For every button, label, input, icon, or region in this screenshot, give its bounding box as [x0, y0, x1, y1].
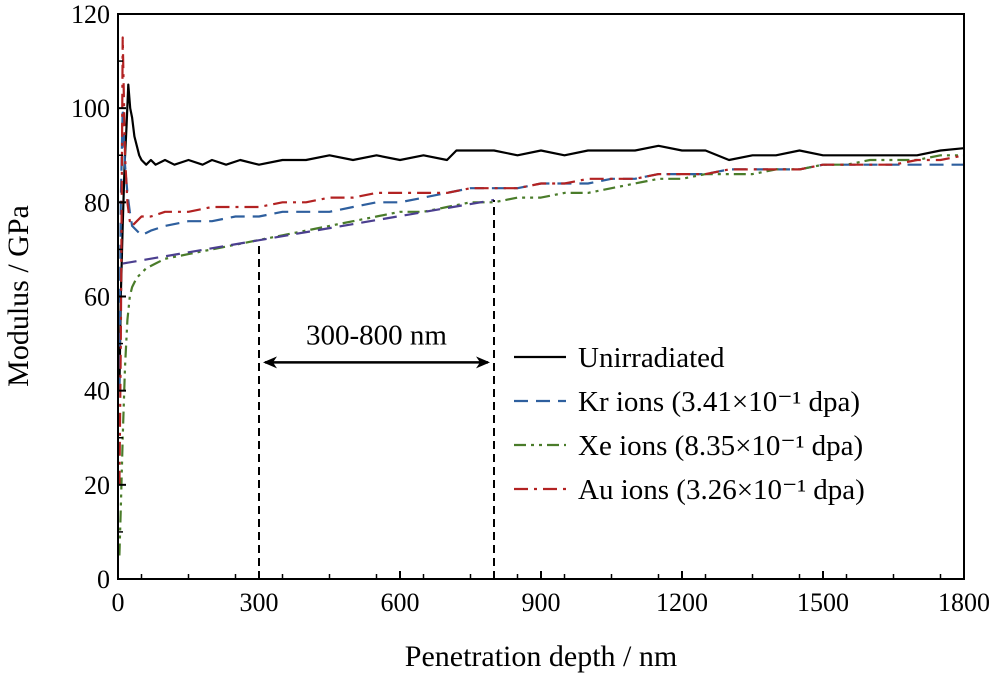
y-tick-label: 120 [71, 0, 110, 29]
x-tick-label: 1200 [656, 588, 708, 617]
x-tick-label: 0 [112, 588, 125, 617]
series-line-1 [118, 83, 964, 391]
series-line-2 [118, 107, 964, 391]
y-tick-label: 100 [71, 94, 110, 123]
x-tick-label: 1800 [938, 588, 990, 617]
legend-label-1: Unirradiated [578, 342, 725, 374]
legend-label-4: Au ions (3.26×10⁻¹ dpa) [578, 474, 865, 506]
x-tick-label: 900 [522, 588, 561, 617]
y-axis-label: Modulus / GPa [2, 205, 35, 387]
range-annotation-label: 300-800 nm [306, 319, 447, 351]
series-line-4 [118, 36, 964, 485]
y-tick-label: 0 [97, 565, 110, 594]
legend: Unirradiated Kr ions (3.41×10⁻¹ dpa) Xe io… [514, 342, 865, 506]
legend-label-3: Xe ions (8.35×10⁻¹ dpa) [578, 430, 863, 462]
y-tick-label: 80 [84, 188, 110, 217]
x-axis-label: Penetration depth / nm [405, 640, 677, 673]
y-tick-label: 60 [84, 283, 110, 312]
y-tick-label: 40 [84, 377, 110, 406]
guides-layer: 300-800 nm [122, 198, 495, 579]
ticks-layer: 0 300 600 900 1200 1500 1800 0 20 40 60 80 100 120 [71, 0, 990, 617]
x-tick-label: 300 [240, 588, 279, 617]
x-tick-label: 600 [381, 588, 420, 617]
linear-fit-line [122, 198, 495, 265]
x-tick-label: 1500 [797, 588, 849, 617]
legend-label-2: Kr ions (3.41×10⁻¹ dpa) [578, 386, 860, 418]
y-tick-label: 20 [84, 471, 110, 500]
